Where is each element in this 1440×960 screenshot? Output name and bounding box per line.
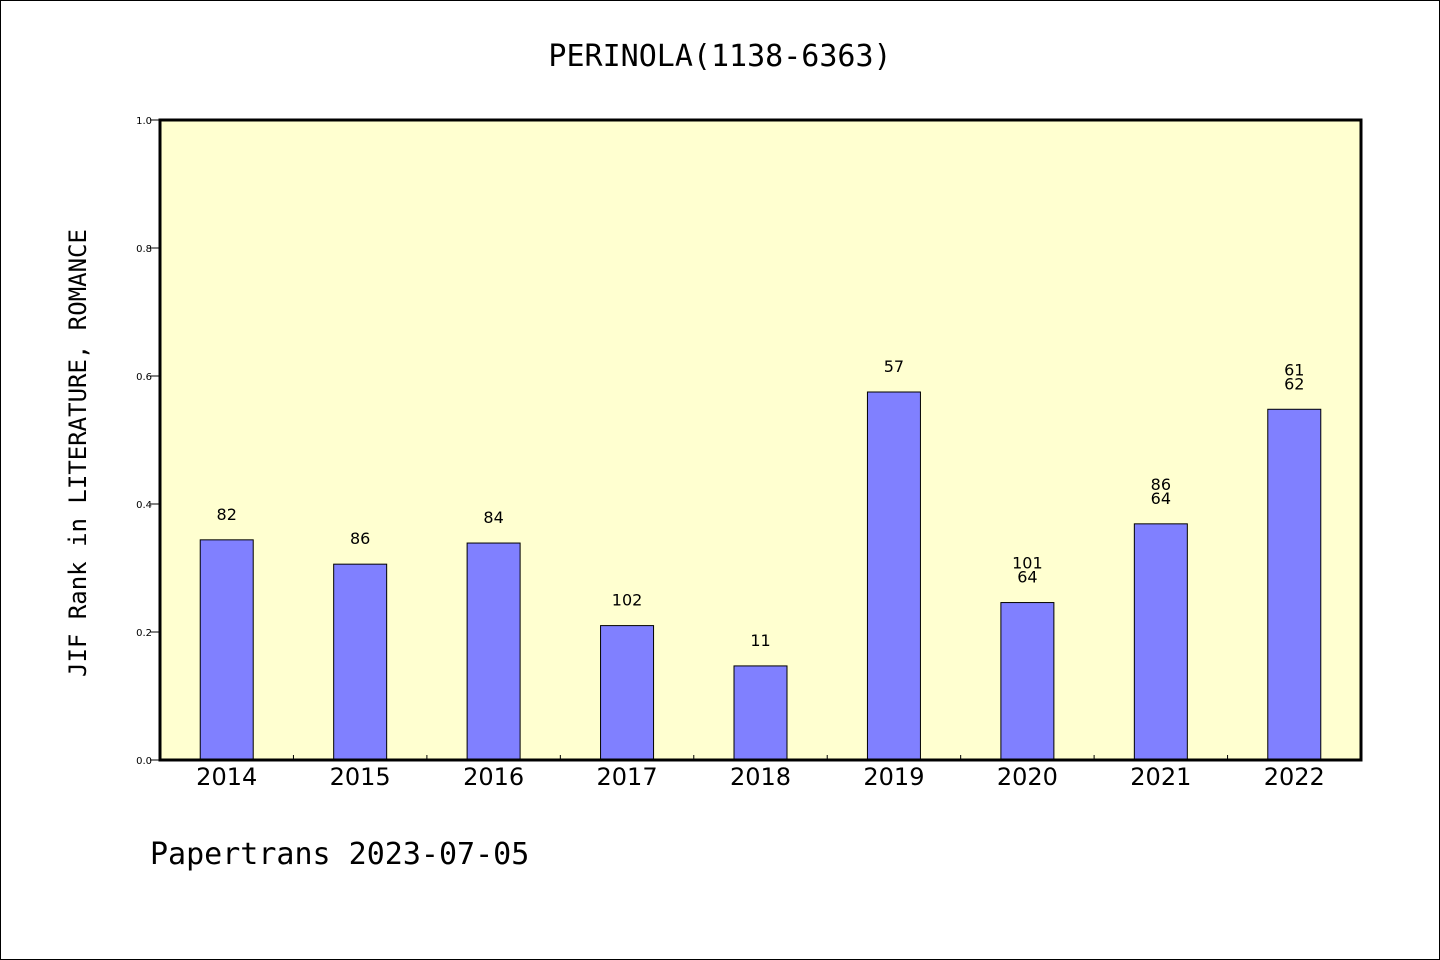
bar-label-2022-2: 62 [1284,374,1304,393]
x-tick-label-2022: 2022 [1264,763,1325,791]
y-tick-label-0.0: 0.0 [136,756,152,767]
x-tick-label-2017: 2017 [597,763,658,791]
x-tick-label-2018: 2018 [730,763,791,791]
bar-label-2018: 11 [750,631,770,650]
x-tick-label-2015: 2015 [330,763,391,791]
bar-2020 [1000,602,1055,761]
chart-title: PERINOLA(1138-6363) [548,39,891,74]
bar-2019 [866,391,921,761]
bar-label-2021-1: 86 [1151,475,1171,494]
x-tick-label-2016: 2016 [463,763,524,791]
bar-label-2015: 86 [350,529,370,548]
bar-2018 [733,665,788,761]
y-tick-label-0.8: 0.8 [136,244,152,255]
x-tick-label-2014: 2014 [196,763,257,791]
bar-label-2016: 84 [483,508,503,527]
bar-2016 [466,542,521,761]
bar-label-2017: 102 [612,591,643,610]
bar-label-2021-2: 64 [1151,489,1171,508]
bar-2017 [600,625,655,761]
bar-2015 [333,563,388,761]
bar-2021 [1133,523,1188,761]
x-tick-label-2021: 2021 [1130,763,1191,791]
bar-label-2020-1: 101 [1012,554,1043,573]
bar-label-2020-2: 64 [1017,568,1037,587]
footer-text: Papertrans 2023-07-05 [150,837,529,872]
y-tick-label-0.2: 0.2 [136,628,152,639]
plot-border [158,118,1363,762]
bar-label-2019: 57 [884,357,904,376]
bar-label-2022-1: 61 [1284,360,1304,379]
y-tick-label-1.0: 1.0 [136,116,152,127]
y-tick-label-0.4: 0.4 [136,500,152,511]
x-tick-label-2019: 2019 [863,763,924,791]
bar-2014 [199,539,254,761]
x-tick-label-2020: 2020 [997,763,1058,791]
y-axis-label: JIF Rank in LITERATURE, ROMANCE [64,229,92,677]
bar-2022 [1267,408,1322,761]
bar-label-2014: 82 [217,505,237,524]
y-tick-label-0.6: 0.6 [136,372,152,383]
tick-group: 2014 2015 2016 2017 2018 2019 2020 2021 2022 0.0 0… [136,116,1325,791]
